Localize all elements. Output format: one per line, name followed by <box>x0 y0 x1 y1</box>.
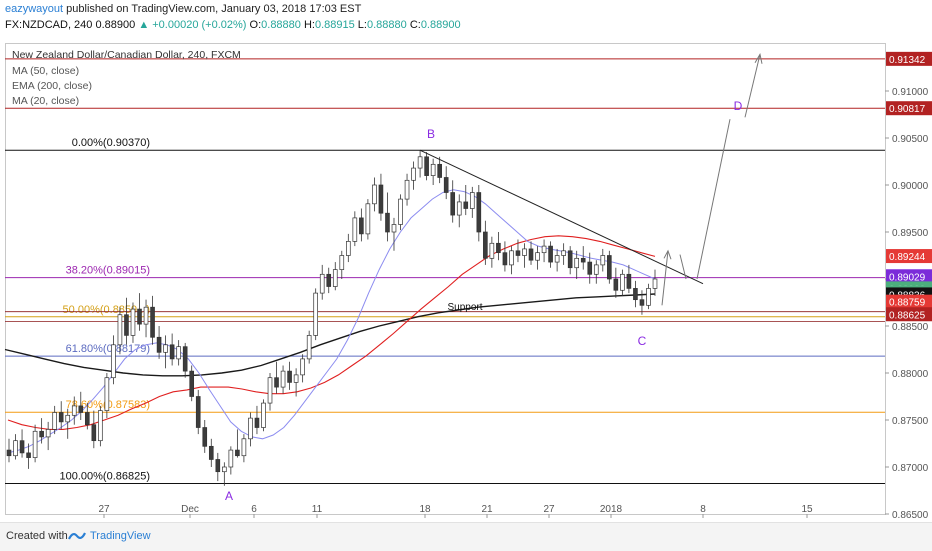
publish-info: eazywayout published on TradingView.com,… <box>5 3 361 15</box>
y-tick-label: 0.87000 <box>892 463 929 474</box>
tradingview-logo-icon <box>68 532 86 540</box>
footer: Created with TradingView <box>0 522 932 551</box>
price-level-text: 0.88759 <box>889 298 926 309</box>
y-tick-label: 0.86500 <box>892 510 929 521</box>
price-level-text: 0.89244 <box>889 252 926 263</box>
price-level-text: 0.91342 <box>889 55 926 66</box>
low-value: 0.88880 <box>366 19 407 31</box>
high-label: H: <box>303 19 315 31</box>
legend-ema200[interactable]: EMA (200, close) <box>12 80 92 92</box>
last-price: 0.88900 <box>95 19 136 31</box>
published-text: published on TradingView.com, January 03… <box>66 3 362 15</box>
price-level-badge <box>886 101 932 116</box>
y-tick-label: 0.88000 <box>892 369 929 380</box>
y-tick-label: 0.90000 <box>892 181 929 192</box>
symbol-label: FX:NZDCAD, 240 <box>5 19 93 31</box>
y-tick-label: 0.89500 <box>892 228 929 239</box>
price-level-text: 03:56:46 <box>889 289 928 300</box>
change-value: ▲ +0.00020 (+0.02%) <box>138 19 247 31</box>
y-tick-label: 0.90500 <box>892 134 929 145</box>
close-value: 0.88900 <box>420 19 461 31</box>
close-label: C: <box>409 19 421 31</box>
price-level-text: 0.88625 <box>889 310 926 321</box>
chart-frame[interactable] <box>5 43 886 515</box>
price-level-badge <box>886 307 932 322</box>
low-label: L: <box>357 19 367 31</box>
price-level-badge <box>886 249 932 264</box>
y-tick-label: 0.87500 <box>892 416 929 427</box>
price-level-badge <box>886 294 932 309</box>
price-level-text: 0.89029 <box>889 272 926 283</box>
y-tick-label: 0.89000 <box>892 275 929 286</box>
y-tick-label: 0.91000 <box>892 87 929 98</box>
legend-ma50[interactable]: MA (50, close) <box>12 65 80 77</box>
legend-ma20[interactable]: MA (20, close) <box>12 95 80 107</box>
author-link[interactable]: eazywayout <box>5 3 64 15</box>
ohlc-bar: FX:NZDCAD, 240 0.88900 ▲ +0.00020 (+0.02… <box>5 19 461 31</box>
price-level-badge <box>886 269 932 284</box>
open-value: 0.88880 <box>261 19 301 31</box>
tradingview-brand[interactable]: TradingView <box>90 530 151 542</box>
high-value: 0.88915 <box>314 19 355 31</box>
created-with-text: Created with <box>6 530 68 542</box>
price-level-badge <box>886 285 932 300</box>
price-level-text: 0.90817 <box>889 104 926 115</box>
price-level-badge <box>886 287 932 302</box>
open-label: O: <box>249 19 262 31</box>
legend-title: New Zealand Dollar/Canadian Dollar, 240,… <box>12 49 241 61</box>
price-level-badge <box>886 51 932 66</box>
y-tick-label: 0.88500 <box>892 322 929 333</box>
price-level-text: 0.88836 <box>889 290 926 301</box>
price-level-badge <box>886 281 932 296</box>
price-level-text: 0.88900 <box>889 284 926 295</box>
